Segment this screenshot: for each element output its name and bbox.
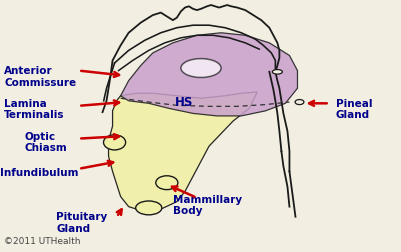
Ellipse shape bbox=[103, 135, 125, 150]
Text: Pineal
Gland: Pineal Gland bbox=[335, 99, 371, 120]
Ellipse shape bbox=[155, 176, 177, 190]
Text: HS: HS bbox=[174, 96, 193, 109]
Text: Optic
Chiasm: Optic Chiasm bbox=[24, 132, 67, 153]
Polygon shape bbox=[108, 92, 257, 212]
Text: Lamina
Terminalis: Lamina Terminalis bbox=[4, 99, 64, 120]
Text: Anterior
Commissure: Anterior Commissure bbox=[4, 66, 76, 88]
Text: Infundibulum: Infundibulum bbox=[0, 168, 78, 178]
Ellipse shape bbox=[136, 201, 161, 215]
Text: ©2011 UTHealth: ©2011 UTHealth bbox=[4, 237, 80, 246]
Ellipse shape bbox=[272, 70, 282, 74]
Ellipse shape bbox=[294, 100, 303, 105]
Ellipse shape bbox=[180, 59, 221, 78]
Text: Pituitary
Gland: Pituitary Gland bbox=[56, 212, 107, 234]
Text: Mammillary
Body: Mammillary Body bbox=[172, 195, 241, 216]
Polygon shape bbox=[120, 33, 297, 116]
